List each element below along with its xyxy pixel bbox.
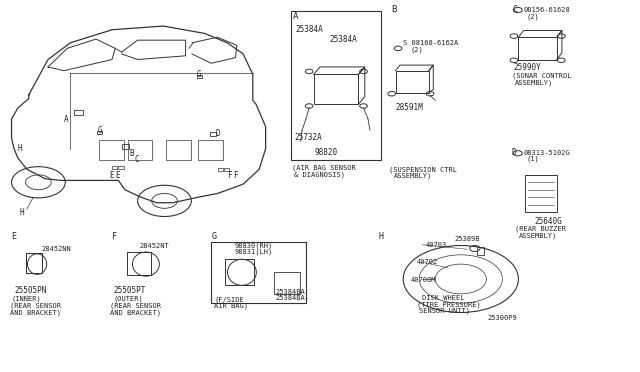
Text: 25384A: 25384A (296, 25, 323, 34)
Text: 25300P9: 25300P9 (488, 315, 517, 321)
Text: (TIRE PRESSURE): (TIRE PRESSURE) (417, 301, 481, 308)
Bar (122, 144, 129, 149)
Text: ASSEMBLY): ASSEMBLY) (394, 173, 432, 179)
Text: H: H (19, 208, 24, 217)
Text: DISK WHEEL: DISK WHEEL (422, 295, 465, 301)
Text: (2): (2) (411, 46, 424, 53)
Bar (74, 110, 83, 115)
Text: C: C (512, 5, 517, 14)
Text: AND BRACKET): AND BRACKET) (10, 309, 61, 316)
Bar (26, 253, 42, 273)
Text: ASSEMBLY): ASSEMBLY) (518, 232, 557, 239)
Text: 25505PT: 25505PT (114, 286, 147, 295)
Polygon shape (122, 40, 186, 60)
Text: E: E (115, 171, 120, 180)
Text: ASSEMBLY): ASSEMBLY) (515, 79, 554, 86)
Text: AND BRACKET): AND BRACKET) (110, 309, 161, 316)
Bar (518, 37, 557, 60)
Text: (1): (1) (526, 156, 539, 163)
Text: 25384BA: 25384BA (275, 289, 305, 295)
Text: (REAR SENSOR: (REAR SENSOR (110, 302, 161, 309)
Text: B: B (129, 149, 134, 158)
Text: 25384A: 25384A (330, 35, 357, 44)
Text: (2): (2) (526, 13, 539, 20)
Text: AIR BAG): AIR BAG) (214, 303, 248, 310)
Text: 98820: 98820 (315, 148, 338, 157)
Text: D: D (512, 148, 517, 157)
Text: E: E (12, 232, 17, 241)
Polygon shape (314, 74, 358, 104)
Text: 08313-5102G: 08313-5102G (524, 150, 570, 155)
Bar (211, 242, 306, 303)
Bar (291, 11, 381, 160)
Bar (314, 74, 358, 104)
Text: 98831(LH): 98831(LH) (234, 248, 273, 255)
Text: H: H (18, 144, 22, 153)
Polygon shape (396, 71, 429, 93)
Text: 25640G: 25640G (534, 217, 562, 226)
Text: 28591M: 28591M (396, 103, 423, 112)
Polygon shape (525, 175, 557, 212)
Text: (F/SIDE: (F/SIDE (214, 296, 244, 303)
Bar (225, 259, 254, 285)
Text: B: B (392, 5, 397, 14)
Text: 40702: 40702 (417, 259, 438, 265)
Text: (SUSPENSION CTRL: (SUSPENSION CTRL (389, 166, 457, 173)
Text: 25732A: 25732A (294, 133, 322, 142)
Text: G: G (211, 232, 216, 241)
Text: 25990Y: 25990Y (514, 63, 541, 72)
Text: 08156-61628: 08156-61628 (524, 7, 570, 13)
Polygon shape (192, 37, 237, 63)
Bar (99, 140, 124, 160)
Text: & DIAGNOSIS): & DIAGNOSIS) (294, 171, 346, 178)
Text: A: A (64, 115, 68, 124)
Bar (224, 168, 229, 171)
Bar (218, 168, 223, 171)
Bar (525, 175, 557, 212)
Text: S 08168-6162A: S 08168-6162A (403, 40, 458, 46)
Text: D: D (215, 129, 220, 138)
Bar (396, 71, 429, 93)
Text: 25505PN: 25505PN (14, 286, 47, 295)
Bar (166, 140, 191, 160)
Text: C: C (134, 155, 139, 164)
Text: E: E (109, 171, 113, 180)
Bar (210, 132, 216, 136)
Text: 98830(RH): 98830(RH) (234, 242, 273, 249)
Text: (REAR BUZZER: (REAR BUZZER (515, 225, 566, 232)
Bar (128, 140, 152, 160)
Text: (INNER): (INNER) (12, 295, 41, 302)
Bar (274, 272, 300, 294)
Text: (REAR SENSOR: (REAR SENSOR (10, 302, 61, 309)
Text: 40700M: 40700M (410, 277, 436, 283)
Bar (477, 247, 484, 255)
Text: 28452NN: 28452NN (42, 246, 71, 252)
Text: F: F (234, 171, 238, 180)
Text: 25384BA-: 25384BA- (275, 295, 309, 301)
Text: 40703: 40703 (426, 242, 447, 248)
Text: G: G (97, 126, 102, 135)
Text: F: F (112, 232, 117, 241)
Text: F: F (227, 171, 232, 180)
Text: SENSOR UNIT): SENSOR UNIT) (419, 308, 470, 314)
Circle shape (419, 255, 502, 303)
Text: (AIR BAG SENSOR: (AIR BAG SENSOR (292, 165, 356, 171)
Text: 25389B: 25389B (454, 236, 480, 242)
Polygon shape (518, 37, 557, 60)
Text: (OUTER): (OUTER) (114, 295, 143, 302)
Bar (127, 252, 151, 275)
Bar (197, 75, 202, 78)
Text: 28452NT: 28452NT (140, 243, 169, 249)
Bar (112, 166, 117, 169)
Bar (118, 166, 124, 169)
Text: (SONAR CONTROL: (SONAR CONTROL (512, 72, 572, 79)
Text: H: H (379, 232, 384, 241)
Bar (97, 131, 102, 134)
Bar (198, 140, 223, 160)
Text: A: A (292, 12, 298, 21)
Text: G: G (197, 70, 202, 79)
Polygon shape (48, 39, 115, 71)
